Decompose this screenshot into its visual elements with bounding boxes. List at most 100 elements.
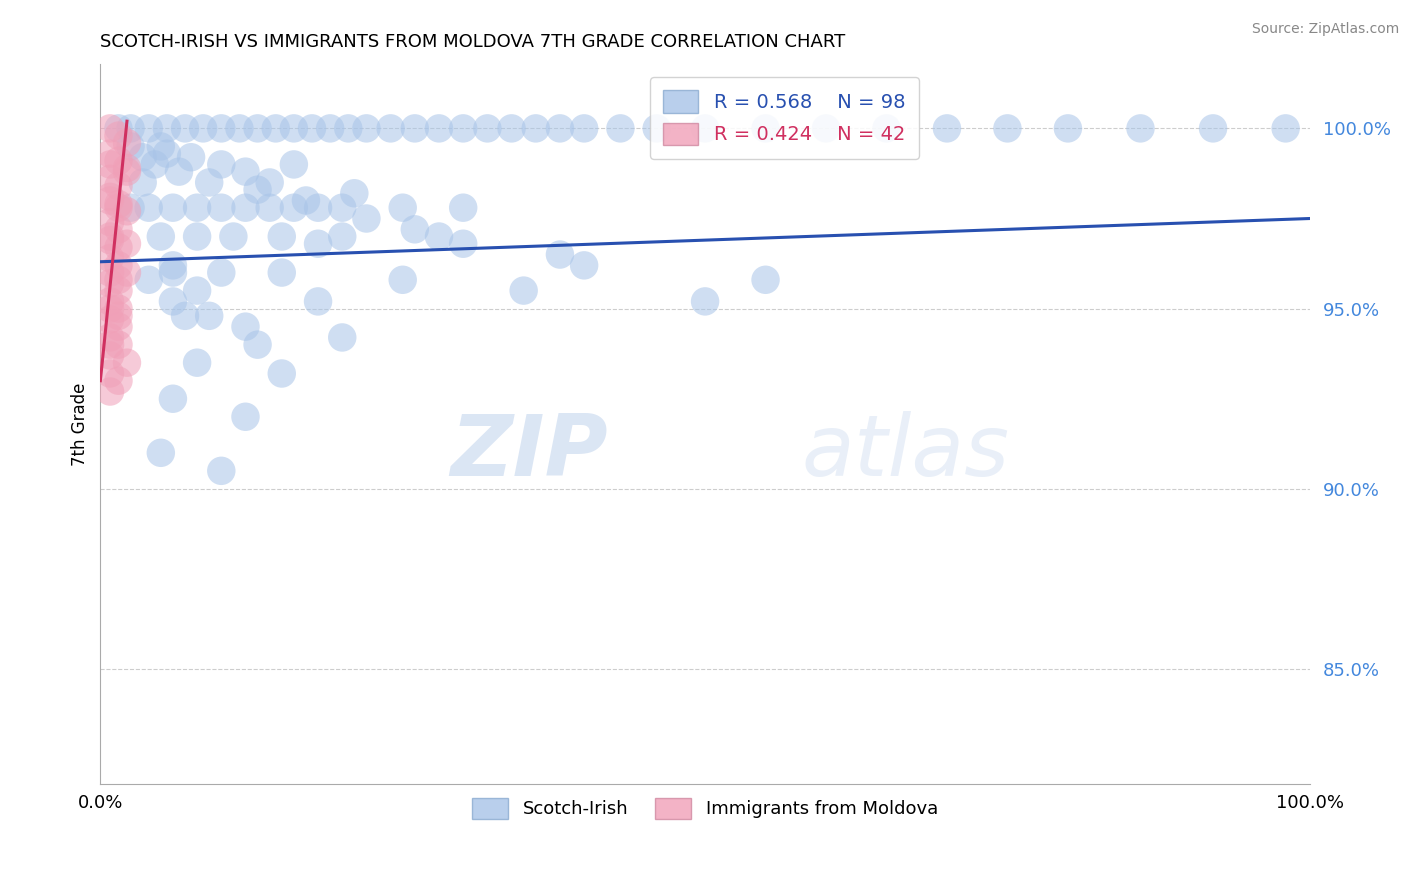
Point <box>404 121 426 136</box>
Point <box>337 121 360 136</box>
Point <box>98 194 121 208</box>
Point <box>98 229 121 244</box>
Point <box>107 197 129 211</box>
Text: Source: ZipAtlas.com: Source: ZipAtlas.com <box>1251 22 1399 37</box>
Point <box>319 121 342 136</box>
Point <box>814 121 837 136</box>
Point <box>427 229 450 244</box>
Point <box>330 201 353 215</box>
Point <box>98 294 121 309</box>
Point <box>404 222 426 236</box>
Point <box>98 349 121 363</box>
Point <box>98 312 121 326</box>
Point <box>98 157 121 171</box>
Text: ZIP: ZIP <box>451 411 609 494</box>
Point <box>283 157 305 171</box>
Point <box>98 330 121 344</box>
Text: SCOTCH-IRISH VS IMMIGRANTS FROM MOLDOVA 7TH GRADE CORRELATION CHART: SCOTCH-IRISH VS IMMIGRANTS FROM MOLDOVA … <box>100 33 845 51</box>
Point <box>120 121 142 136</box>
Point <box>98 190 121 204</box>
Point <box>235 164 257 178</box>
Point <box>283 201 305 215</box>
Point <box>98 277 121 291</box>
Point <box>115 236 138 251</box>
Point <box>451 121 474 136</box>
Point <box>98 367 121 381</box>
Point <box>115 356 138 370</box>
Point <box>120 201 142 215</box>
Point <box>186 356 208 370</box>
Point <box>512 284 534 298</box>
Point <box>222 229 245 244</box>
Point <box>138 273 160 287</box>
Point <box>107 240 129 254</box>
Point <box>307 201 329 215</box>
Point <box>149 446 172 460</box>
Point <box>246 183 269 197</box>
Point <box>107 284 129 298</box>
Point <box>131 176 153 190</box>
Point <box>143 157 166 171</box>
Point <box>572 258 595 272</box>
Point <box>235 319 257 334</box>
Point <box>107 222 129 236</box>
Point <box>209 157 232 171</box>
Point <box>98 251 121 265</box>
Point <box>501 121 523 136</box>
Point <box>131 150 153 164</box>
Point <box>295 194 318 208</box>
Point <box>356 211 378 226</box>
Point <box>138 201 160 215</box>
Point <box>98 146 121 161</box>
Point <box>107 374 129 388</box>
Point <box>645 121 668 136</box>
Point <box>107 153 129 168</box>
Point <box>270 266 292 280</box>
Point <box>259 176 281 190</box>
Point <box>343 186 366 201</box>
Point <box>209 464 232 478</box>
Legend: Scotch-Irish, Immigrants from Moldova: Scotch-Irish, Immigrants from Moldova <box>465 790 945 826</box>
Point <box>162 258 184 272</box>
Point <box>307 236 329 251</box>
Point <box>259 201 281 215</box>
Point <box>186 201 208 215</box>
Point <box>451 236 474 251</box>
Point <box>156 121 179 136</box>
Point <box>356 121 378 136</box>
Point <box>107 301 129 316</box>
Point <box>1129 121 1152 136</box>
Point <box>149 139 172 153</box>
Point <box>98 121 121 136</box>
Point <box>98 172 121 186</box>
Point <box>191 121 214 136</box>
Point <box>936 121 959 136</box>
Point <box>301 121 323 136</box>
Point <box>162 294 184 309</box>
Point <box>1057 121 1080 136</box>
Point <box>107 337 129 351</box>
Point <box>209 201 232 215</box>
Point <box>174 309 197 323</box>
Point <box>198 309 221 323</box>
Point <box>167 164 190 178</box>
Point <box>264 121 287 136</box>
Point <box>98 301 121 316</box>
Point <box>391 273 413 287</box>
Point <box>307 294 329 309</box>
Point <box>997 121 1019 136</box>
Point <box>162 266 184 280</box>
Point <box>98 337 121 351</box>
Point <box>572 121 595 136</box>
Point <box>115 136 138 150</box>
Text: atlas: atlas <box>801 411 1010 494</box>
Point <box>98 266 121 280</box>
Point <box>246 121 269 136</box>
Y-axis label: 7th Grade: 7th Grade <box>72 383 89 466</box>
Point <box>477 121 499 136</box>
Point <box>107 319 129 334</box>
Point <box>107 121 129 136</box>
Point <box>107 309 129 323</box>
Point <box>186 229 208 244</box>
Point <box>270 367 292 381</box>
